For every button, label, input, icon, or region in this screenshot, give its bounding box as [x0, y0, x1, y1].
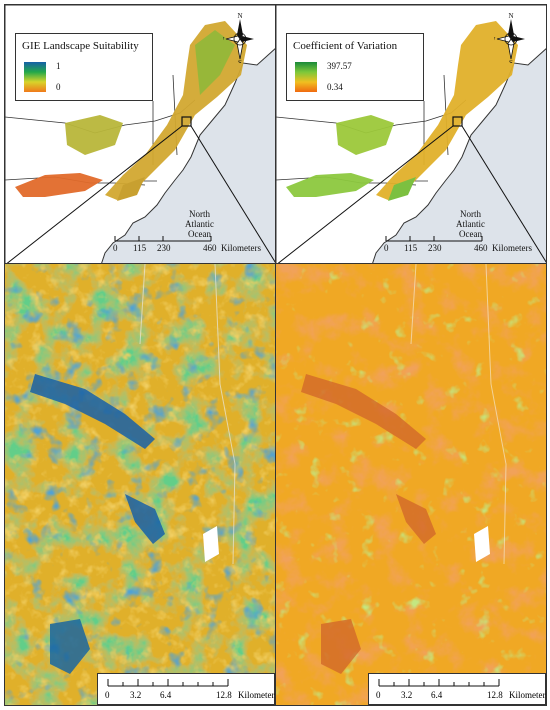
- legend-high-label: 397.57: [327, 61, 352, 71]
- scale-bar: 0 115 230 460 Kilometers: [113, 236, 261, 253]
- cv-region-main: [376, 21, 518, 200]
- legend-high-label: 1: [56, 61, 61, 71]
- detail-map-suitability: 0 3.2 6.4 12.8 Kilometers: [4, 263, 276, 706]
- cv-region-west: [336, 115, 394, 155]
- detail-map-cv: 0 3.2 6.4 12.8 Kilometers: [275, 263, 547, 706]
- svg-text:S: S: [509, 59, 513, 63]
- scale-bar: 0 3.2 6.4 12.8 Kilometers: [368, 673, 546, 705]
- compass-n: N: [237, 12, 242, 20]
- cv-region-southwest: [286, 173, 374, 197]
- legend: GIE Landscape Suitability 1 0: [15, 33, 153, 101]
- detail-raster-suitability: [5, 264, 275, 705]
- scale-bar: 0 3.2 6.4 12.8 Kilometers: [97, 673, 275, 705]
- svg-text:N: N: [508, 12, 513, 20]
- scale-bar: 0 115 230 460 Kilometers: [384, 236, 532, 253]
- overview-map-suitability: GIE Landscape Suitability 1 0 N S W E No…: [4, 4, 276, 264]
- legend-low-label: 0.34: [327, 82, 343, 92]
- ocean-label: North Atlantic Ocean: [456, 209, 485, 239]
- legend: Coefficient of Variation 397.57 0.34: [286, 33, 424, 101]
- compass-s: S: [238, 59, 242, 63]
- north-arrow-icon: N S W E: [494, 12, 528, 63]
- legend-low-label: 0: [56, 82, 61, 92]
- zoom-extent-box: [181, 116, 192, 127]
- compass-w: W: [223, 36, 225, 44]
- color-ramp: [24, 62, 46, 92]
- water-feature: [30, 374, 155, 449]
- svg-text:W: W: [494, 36, 496, 44]
- suitability-region-west: [65, 115, 123, 155]
- legend-title: GIE Landscape Suitability: [22, 40, 139, 52]
- ocean-label: North Atlantic Ocean: [185, 209, 214, 239]
- zoom-extent-box: [452, 116, 463, 127]
- north-arrow-icon: N S W E: [223, 12, 257, 63]
- overview-map-cv: Coefficient of Variation 397.57 0.34 N S…: [275, 4, 547, 264]
- suitability-region-southwest: [15, 173, 103, 197]
- legend-title: Coefficient of Variation: [293, 40, 398, 52]
- color-ramp: [295, 62, 317, 92]
- detail-raster-cv: [276, 264, 546, 705]
